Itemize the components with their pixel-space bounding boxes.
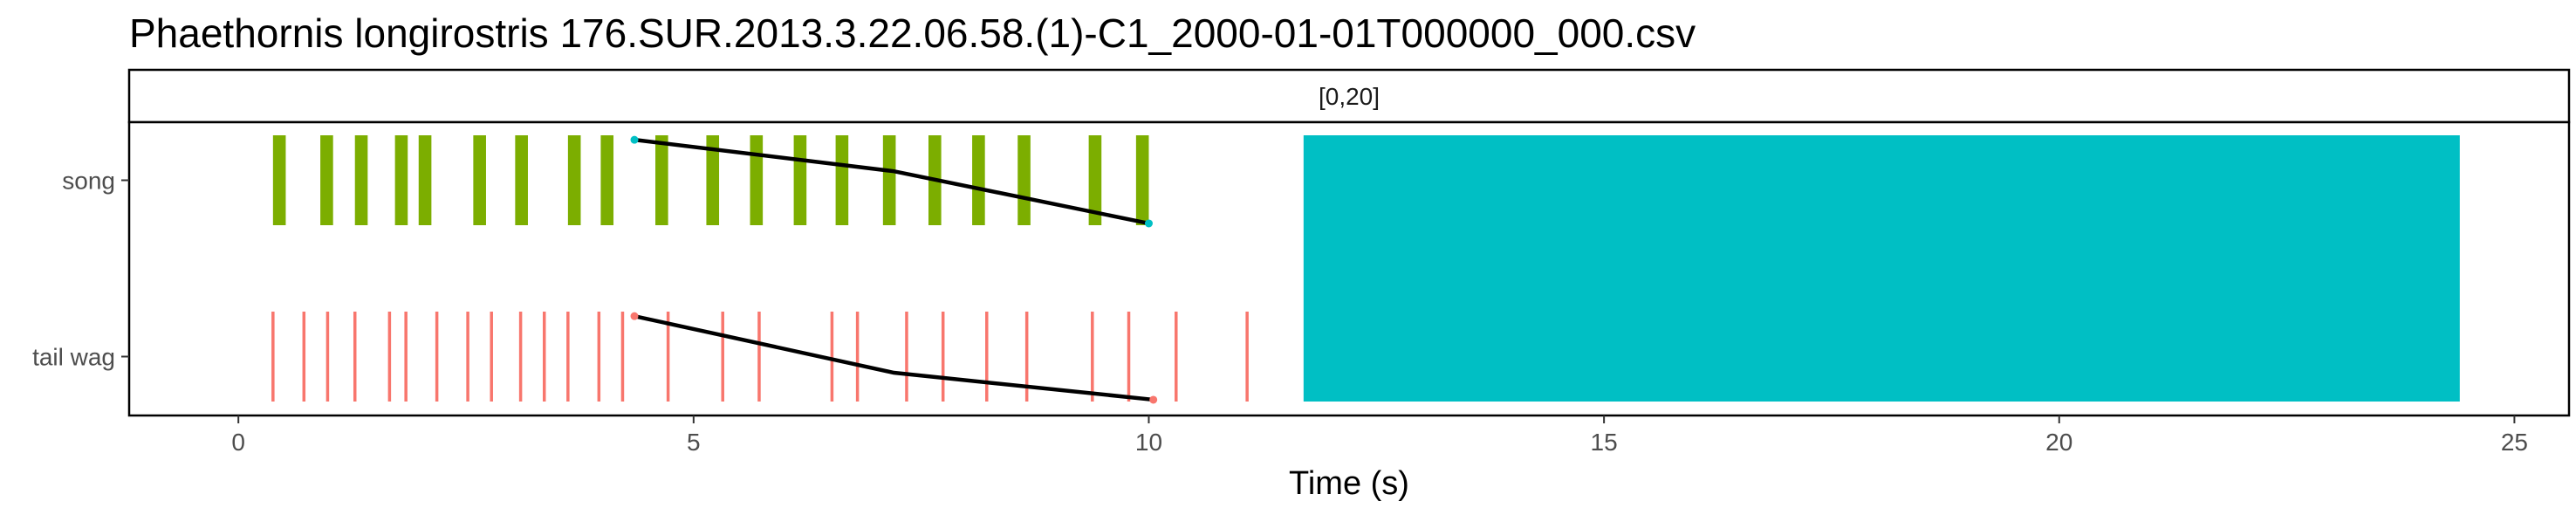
y-tick-label: song [62, 168, 115, 195]
song-event-bar [600, 135, 614, 225]
song-event-bar [473, 135, 486, 225]
song-event-bar [793, 135, 807, 225]
x-tick-label: 5 [687, 429, 701, 456]
y-tick-label: tail wag [32, 344, 115, 371]
x-tick-label: 20 [2045, 429, 2072, 456]
facet-label: [0,20] [1319, 83, 1380, 110]
song-event-bar [972, 135, 985, 225]
song-event-bar [835, 135, 849, 225]
song-trend-point [630, 135, 639, 144]
song-event-bar [394, 135, 408, 225]
chart-title: Phaethornis longirostris 176.SUR.2013.3.… [129, 10, 1696, 56]
song-event-bar [515, 135, 528, 225]
x-tick-label: 0 [231, 429, 245, 456]
y-axis: song tail wag [32, 168, 129, 371]
song-event-bar [655, 135, 668, 225]
song-event-bar [354, 135, 368, 225]
song-block [1303, 135, 2460, 402]
song-event-bar [320, 135, 333, 225]
song-event-bar [272, 135, 286, 225]
x-axis-title: Time (s) [1289, 465, 1409, 502]
song-event-bar [567, 135, 581, 225]
song-event-bar [1135, 135, 1149, 225]
song-event-bar [706, 135, 720, 225]
song-event-bar [418, 135, 432, 225]
song-event-bar [1017, 135, 1031, 225]
chart-marks [271, 135, 2460, 404]
song-event-bar [750, 135, 764, 225]
tail-wag-trend-point [630, 312, 639, 320]
x-tick-label: 15 [1591, 429, 1618, 456]
x-tick-label: 25 [2501, 429, 2528, 456]
song-event-bar [1088, 135, 1102, 225]
tail-wag-trend-point [1149, 395, 1158, 404]
tail-wag-trend-line [634, 313, 1154, 402]
x-axis: 0 5 10 15 20 25 [231, 415, 2528, 456]
song-event-bar [882, 135, 896, 225]
song-trend-line [634, 137, 1149, 226]
song-trend-point [1144, 219, 1153, 228]
x-tick-label: 10 [1135, 429, 1162, 456]
facet-strip [127, 68, 2571, 124]
